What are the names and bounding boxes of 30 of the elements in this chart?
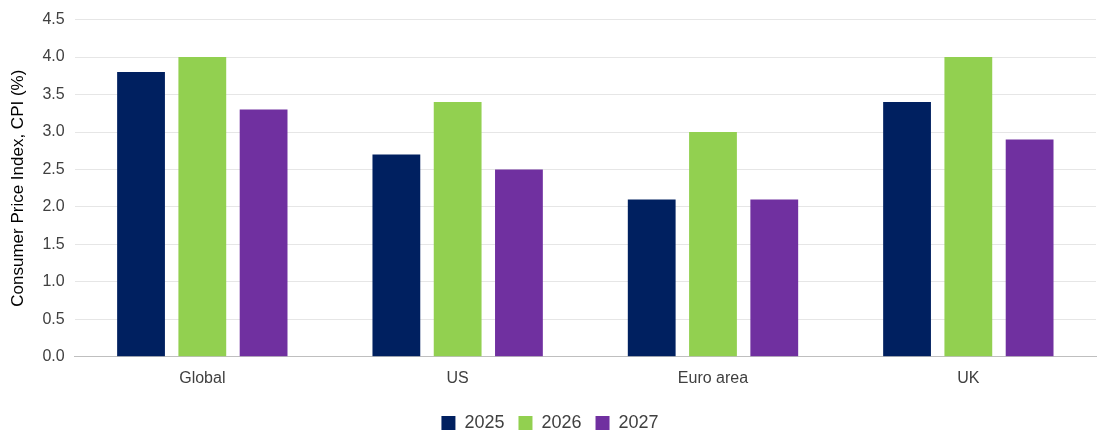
- bar: [495, 169, 543, 357]
- x-tick-label: Global: [179, 368, 226, 386]
- y-tick-label: 4.5: [42, 10, 65, 28]
- y-tick-label: 3.0: [42, 122, 65, 140]
- y-tick-label: 2.5: [42, 159, 65, 177]
- y-axis-title: Consumer Price Index, CPI (%): [7, 69, 27, 307]
- bar: [178, 57, 227, 357]
- bar: [689, 132, 737, 357]
- bar: [883, 102, 931, 357]
- x-tick-label: UK: [957, 368, 980, 386]
- y-tick-label: 0.0: [42, 347, 65, 365]
- y-tick-label: 2.0: [42, 197, 65, 215]
- x-tick-label: Euro area: [677, 368, 749, 386]
- bar: [944, 57, 993, 357]
- y-tick-label: 4.0: [42, 47, 65, 65]
- bar: [750, 199, 799, 357]
- bar: [117, 72, 165, 357]
- y-tick-label: 0.5: [42, 309, 65, 327]
- bar: [1005, 139, 1054, 357]
- bar: [372, 154, 421, 357]
- legend-label: 2027: [618, 411, 659, 432]
- bar: [627, 199, 676, 357]
- y-tick-label: 3.5: [42, 84, 65, 102]
- y-tick-label: 1.5: [42, 234, 65, 252]
- legend-label: 2025: [464, 411, 505, 432]
- x-tick-label: US: [446, 368, 469, 386]
- legend-label: 2026: [541, 411, 582, 432]
- bar: [239, 109, 288, 357]
- bar: [433, 102, 482, 357]
- y-tick-label: 1.0: [42, 272, 65, 290]
